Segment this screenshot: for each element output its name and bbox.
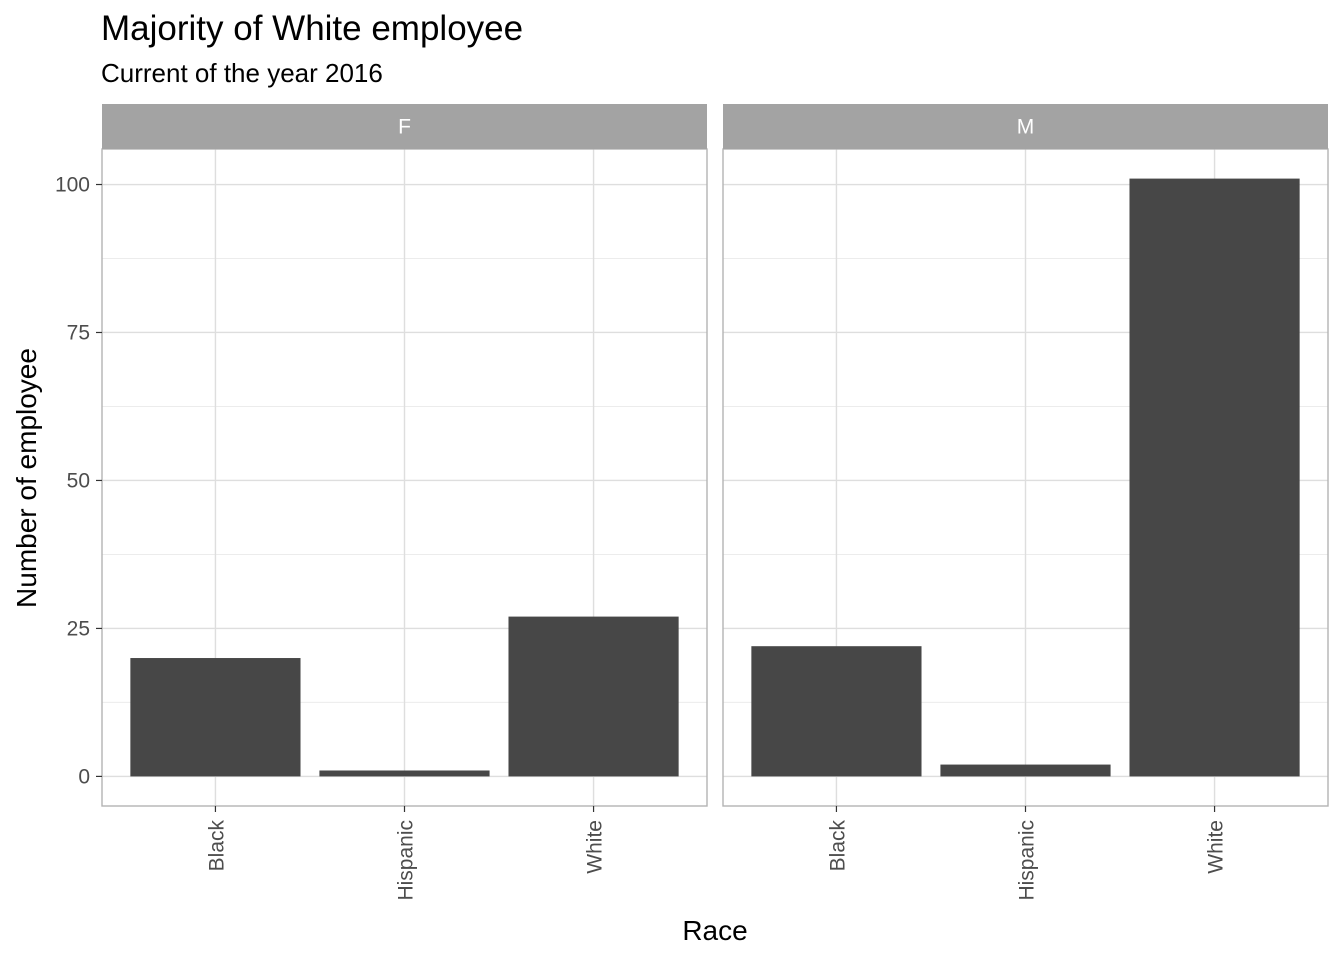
- x-tick-label: Black: [826, 820, 849, 872]
- bar-M-Black: [751, 646, 922, 777]
- facet-panel-M: M Black Hispanic White: [722, 104, 1329, 901]
- facet-panel-F: F Black Hispanic White: [101, 104, 708, 901]
- y-tick-label: 75: [67, 321, 90, 344]
- chart-title: Majority of White employee: [101, 9, 523, 48]
- x-axis-title: Race: [682, 915, 747, 946]
- bar-F-Hispanic: [319, 770, 490, 777]
- x-tick-label: White: [1205, 820, 1228, 874]
- bar-F-Black: [130, 658, 301, 777]
- y-tick-label: 50: [67, 469, 90, 492]
- x-tick-label: Hispanic: [395, 820, 418, 901]
- facet-strip-label: F: [398, 116, 411, 139]
- y-axis-title: Number of employee: [11, 348, 42, 608]
- bar-F-White: [508, 616, 679, 777]
- y-axis: 0 25 50 75 100: [55, 174, 102, 788]
- facet-strip: [723, 104, 1328, 149]
- y-tick-label: 0: [78, 765, 90, 788]
- bar-M-Hispanic: [940, 764, 1111, 777]
- y-tick-label: 100: [55, 174, 90, 197]
- chart-subtitle: Current of the year 2016: [101, 58, 383, 88]
- x-tick-label: White: [584, 820, 607, 874]
- facet-strip-label: M: [1017, 116, 1035, 139]
- y-tick-label: 25: [67, 617, 90, 640]
- facet-panels: F Black Hispanic White M Black Hispanic White: [101, 104, 1329, 901]
- bar-M-White: [1129, 178, 1300, 777]
- x-tick-label: Black: [205, 820, 228, 872]
- x-tick-label: Hispanic: [1016, 820, 1039, 901]
- facet-strip: [102, 104, 707, 149]
